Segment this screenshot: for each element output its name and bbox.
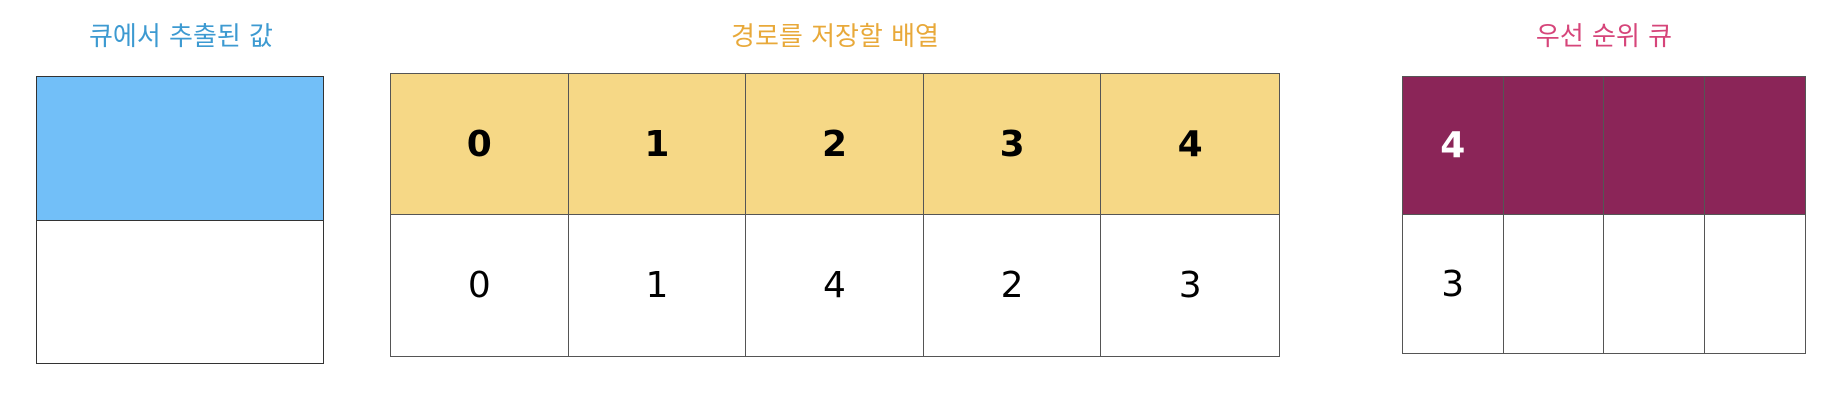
path-index-cell: 2	[746, 74, 924, 215]
priority-queue-cell	[1503, 77, 1604, 215]
path-value-cell: 4	[746, 215, 924, 356]
priority-queue-cell: 4	[1403, 77, 1504, 215]
priority-queue-cell	[1604, 215, 1705, 353]
path-index-cell: 1	[568, 74, 747, 215]
priority-queue-cell	[1704, 77, 1805, 215]
path-index-cell: 4	[1101, 74, 1279, 215]
queue-value-box	[36, 76, 324, 364]
priority-queue-cell	[1705, 215, 1806, 353]
path-index-cell: 3	[923, 74, 1102, 215]
path-value-cell: 1	[569, 215, 747, 356]
path-value-cell: 2	[924, 215, 1102, 356]
path-index-cell: 0	[391, 74, 569, 215]
queue-value-empty-cell	[37, 221, 323, 363]
path-array-title: 경로를 저장할 배열	[731, 22, 939, 52]
path-array-table: 0 1 2 3 4 0 1 4 2 3	[390, 73, 1280, 357]
priority-queue-table: 4 3	[1402, 76, 1806, 354]
priority-queue-title: 우선 순위 큐	[1535, 22, 1673, 52]
path-value-cell: 3	[1178, 265, 1202, 306]
priority-queue-cell: 3	[1403, 215, 1504, 353]
queue-value-title: 큐에서 추출된 값	[89, 22, 273, 52]
priority-queue-cell	[1504, 215, 1604, 353]
path-value-cell: 0	[391, 215, 569, 356]
queue-value-cell	[37, 77, 323, 221]
priority-queue-cell	[1604, 77, 1705, 215]
